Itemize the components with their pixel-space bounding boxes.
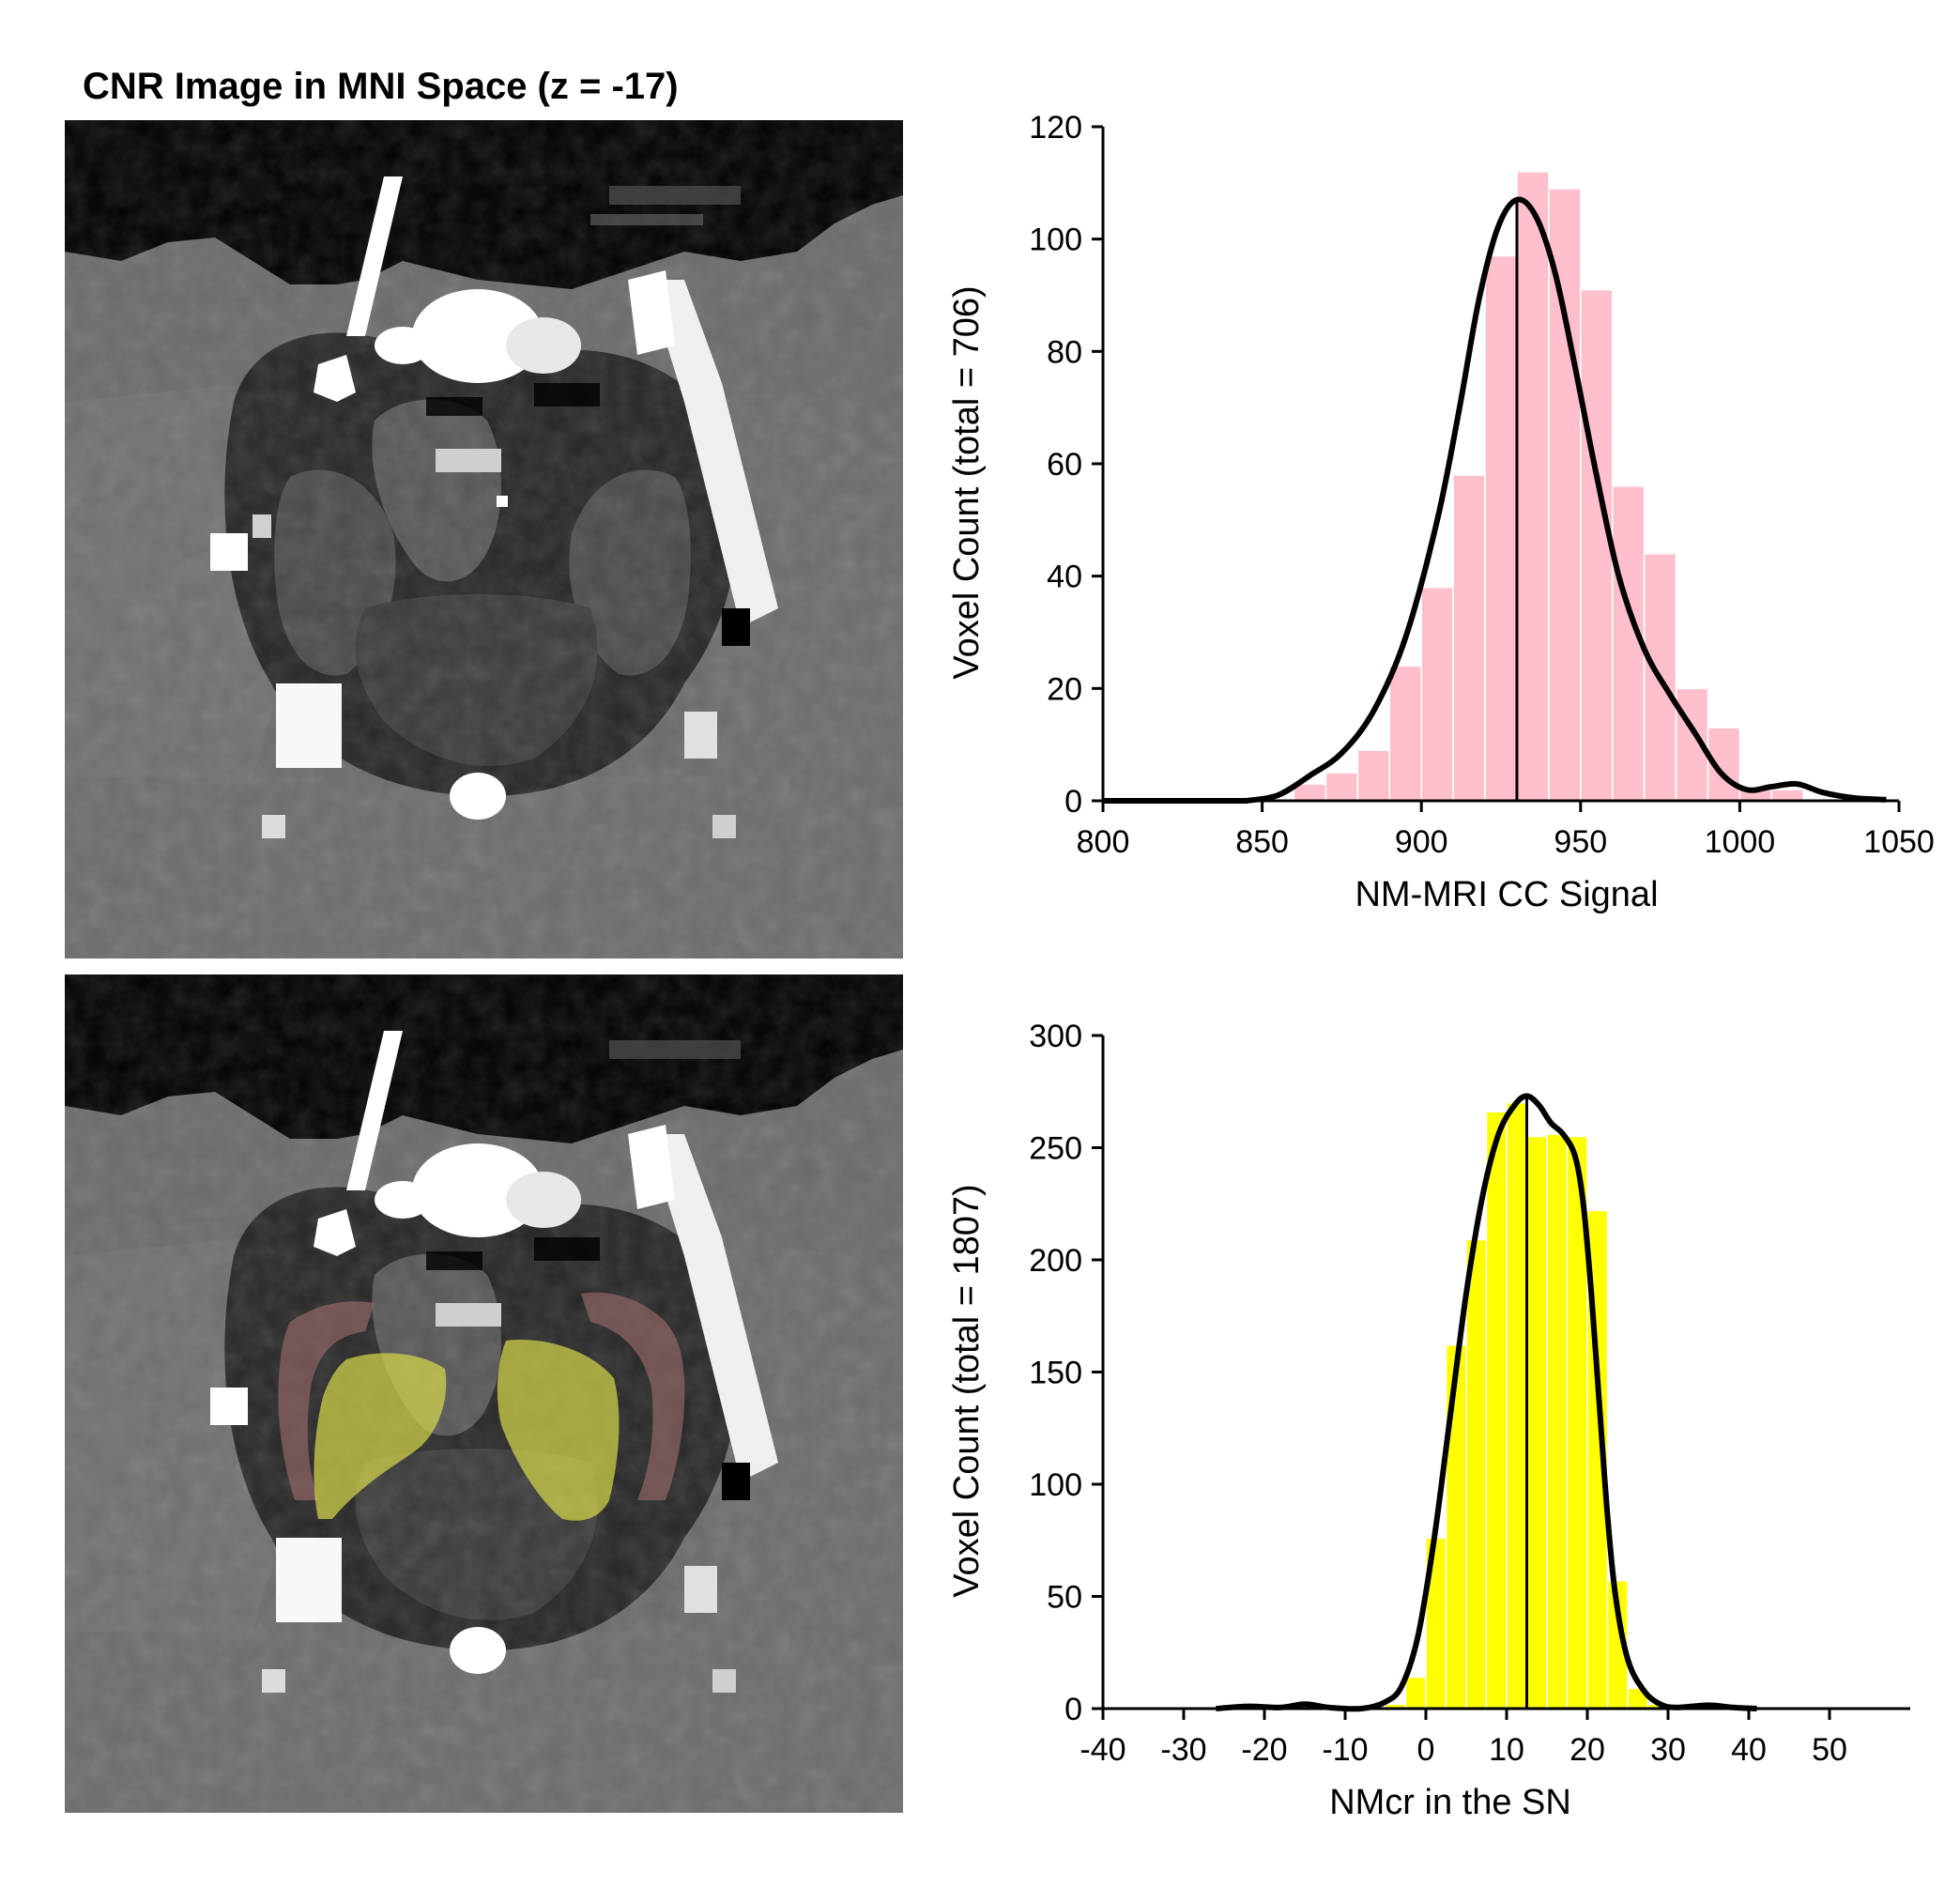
y-tick-label: 0 [1064, 1692, 1082, 1727]
y-tick-label: 150 [1029, 1356, 1082, 1391]
cnr-image-bottom [65, 974, 903, 1813]
x-tick-label: -40 [1080, 1732, 1125, 1768]
x-tick-label: 40 [1731, 1732, 1767, 1768]
cc-histogram-chart: 0 20 40 60 80 100 120 800 850 900 950 1000 1050 NM-MR… [947, 110, 1935, 914]
x-axis-title: NM-MRI CC Signal [1355, 875, 1658, 914]
histogram-bar [1445, 1344, 1467, 1710]
sn-mask-left [314, 1353, 447, 1519]
histogram-bars [1364, 1101, 1669, 1710]
cnr-image-top [65, 120, 903, 959]
cc-mask-left [278, 1301, 375, 1500]
histogram-bar [1325, 772, 1359, 802]
histogram-bar [1580, 288, 1614, 802]
x-tick-label: 30 [1650, 1732, 1686, 1768]
x-tick-label: 1000 [1705, 824, 1776, 860]
kde-curve [1216, 1093, 1757, 1712]
x-axis-title: NMcr in the SN [1329, 1783, 1571, 1822]
x-tick-label: 50 [1812, 1732, 1847, 1768]
roi-overlay [278, 1292, 685, 1521]
y-tick-label: 0 [1064, 784, 1082, 820]
y-tick-label: 200 [1029, 1243, 1082, 1279]
histogram-bar [1485, 1111, 1508, 1710]
x-tick-label: -30 [1160, 1732, 1206, 1768]
histogram-bar [1770, 789, 1804, 802]
histogram-bar [1452, 474, 1486, 802]
histogram-bar [1484, 254, 1518, 802]
y-tick-label: 40 [1047, 560, 1082, 595]
mri-slice-image-with-overlay [65, 974, 903, 1813]
x-tick-label: 1050 [1863, 824, 1935, 860]
y-axis-title: Voxel Count (total = 1807) [947, 1184, 987, 1597]
kde-curve [1103, 196, 1887, 804]
y-axis-title: Voxel Count (total = 706) [947, 285, 987, 679]
y-tick-label: 120 [1029, 110, 1082, 146]
brain-anatomy [65, 120, 903, 959]
y-tick-label: 50 [1047, 1580, 1082, 1616]
histogram-bar [1465, 1238, 1488, 1710]
sn-histogram-chart: 0 50 100 150 200 250 300 -40 -30 -20 -10 0 10 20 30 40 5… [947, 1019, 1910, 1822]
histogram-bar [1546, 1133, 1569, 1710]
x-tick-label: 10 [1489, 1732, 1524, 1768]
y-tick-label: 100 [1029, 222, 1082, 258]
x-tick-label: 20 [1570, 1732, 1605, 1768]
figure-title: CNR Image in MNI Space (z = -17) [83, 66, 679, 107]
histogram-bar [1525, 1135, 1548, 1710]
y-tick-label: 60 [1047, 447, 1082, 483]
x-tick-label: 800 [1077, 824, 1130, 860]
histogram-bar [1516, 171, 1550, 802]
cc-mask-right [581, 1292, 685, 1500]
sn-mask-right [497, 1340, 620, 1521]
x-tick-label: -20 [1241, 1732, 1287, 1768]
mri-slice-image [65, 120, 903, 959]
x-tick-label: 950 [1554, 824, 1607, 860]
histogram-bar [1388, 665, 1422, 802]
y-tick-label: 250 [1029, 1131, 1082, 1167]
y-tick-label: 80 [1047, 334, 1082, 370]
x-tick-label: 0 [1417, 1732, 1435, 1768]
histogram-bars [1293, 171, 1804, 802]
y-tick-label: 300 [1029, 1019, 1082, 1054]
x-tick-label: -10 [1322, 1732, 1368, 1768]
histogram-bar [1548, 188, 1582, 802]
y-tick-label: 100 [1029, 1467, 1082, 1503]
y-tick-label: 20 [1047, 671, 1082, 707]
histogram-bar [1356, 749, 1391, 802]
histogram-bar [1506, 1101, 1528, 1710]
x-tick-label: 850 [1235, 824, 1289, 860]
histogram-bar [1420, 586, 1454, 802]
x-tick-label: 900 [1395, 824, 1448, 860]
histogram-bar [1404, 1676, 1427, 1710]
